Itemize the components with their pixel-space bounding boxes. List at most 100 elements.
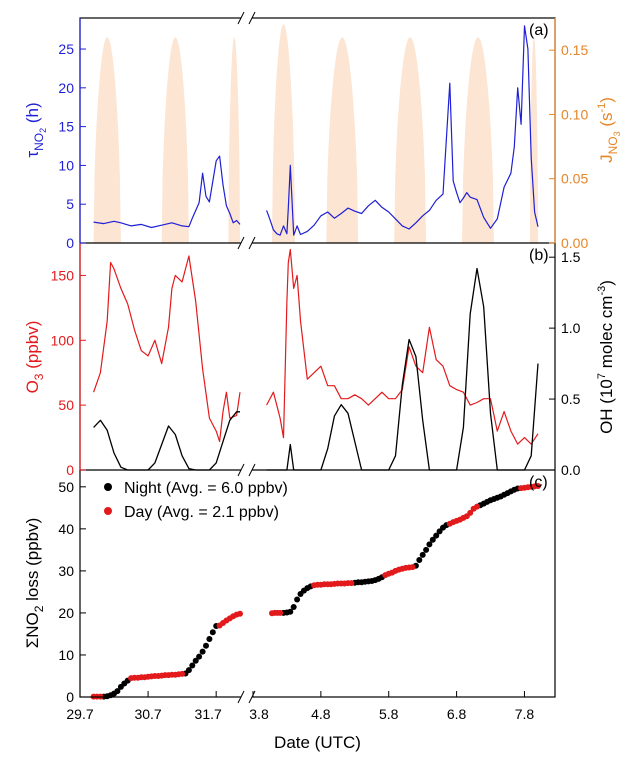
- scatter-point-layer: [90, 483, 541, 700]
- night-point-15: [206, 636, 213, 642]
- day-point-29: [277, 609, 284, 616]
- a-left-tick-label-4: 20: [58, 80, 74, 96]
- night-point-9: [185, 667, 192, 674]
- a-left-tick-label-0: 0: [66, 235, 74, 251]
- day-point-65: [535, 483, 541, 489]
- night-point-16: [209, 629, 216, 636]
- a-left-tick-label-2: 10: [58, 157, 74, 173]
- night-point-13: [199, 648, 206, 655]
- c-left-tick-label-2: 20: [58, 605, 74, 621]
- jno3-day-area-2: [228, 37, 240, 243]
- a-ylabel-right: JNO3 (s-1): [596, 97, 622, 163]
- axis-break-gap-0: [241, 15, 252, 21]
- tick-layer: [79, 48, 555, 698]
- c-ylabel: ΣNO2 loss (ppbv): [23, 518, 46, 649]
- night-point-11: [192, 657, 199, 664]
- day-point-25: [237, 610, 243, 617]
- panel-label-c: (c): [529, 474, 548, 491]
- day-point-57: [467, 509, 474, 516]
- night-point-38: [419, 551, 426, 558]
- o3-line-1: [266, 248, 539, 445]
- axis-break-slash-3a: [237, 690, 245, 704]
- axis-break-gap-1: [241, 240, 252, 246]
- c-left-tick-label-5: 50: [58, 479, 74, 495]
- x-tick-label-2: 31.7: [195, 706, 222, 722]
- jno3-day-area-7: [529, 37, 538, 243]
- night-point-21: [290, 604, 297, 610]
- axis-break-slash-0b: [248, 11, 256, 25]
- c-left-tick-label-4: 40: [58, 521, 74, 537]
- a-left-tick-label-5: 25: [58, 41, 74, 57]
- jno3-day-area-6: [462, 37, 494, 243]
- a-left-tick-label-1: 5: [66, 196, 74, 212]
- legend-marker-1: [104, 507, 112, 515]
- jno3-day-area-3: [272, 24, 296, 244]
- a-right-tick-label-2: 0.10: [561, 106, 588, 122]
- night-point-41: [429, 536, 436, 543]
- axis-break-slash-2b: [248, 463, 256, 477]
- x-tick-label-6: 6.8: [447, 706, 467, 722]
- jno3-fill-layer: [93, 24, 538, 244]
- legend-label-1: Day (Avg. = 2.1 ppbv): [124, 504, 279, 521]
- night-point-37: [416, 557, 423, 563]
- night-point-20: [287, 608, 294, 615]
- x-tick-label-1: 30.7: [134, 706, 161, 722]
- x-tick-label-0: 29.7: [66, 706, 93, 722]
- c-left-tick-label-0: 0: [66, 689, 74, 705]
- c-left-tick-label-3: 30: [58, 563, 74, 579]
- o3-line-0: [93, 255, 241, 443]
- a-right-tick-label-3: 0.15: [561, 42, 588, 58]
- day-point-41: [348, 580, 355, 587]
- a-left-tick-label-3: 15: [58, 119, 74, 135]
- x-tick-label-4: 4.8: [311, 706, 331, 722]
- jno3-day-area-4: [326, 37, 359, 243]
- x-axis-title: Date (UTC): [274, 733, 361, 752]
- night-point-14: [203, 642, 209, 649]
- axes-frame-layer: [79, 11, 556, 704]
- b-right-tick-label-3: 1.5: [561, 249, 581, 265]
- axis-break-slash-2a: [237, 463, 245, 477]
- b-right-tick-label-0: 0.0: [561, 462, 581, 478]
- c-left-tick-label-1: 10: [58, 647, 74, 663]
- jno3-day-area-0: [93, 37, 121, 243]
- b-left-tick-label-3: 150: [51, 267, 75, 283]
- axis-break-slash-3b: [248, 690, 256, 704]
- panel-label-a: (a): [529, 22, 549, 39]
- jno3-day-area-5: [394, 37, 427, 243]
- b-ylabel-right: OH (107 molec cm-3): [596, 280, 616, 434]
- legend-label-0: Night (Avg. = 6.0 ppbv): [124, 480, 288, 497]
- b-right-tick-label-1: 0.5: [561, 391, 581, 407]
- a-right-tick-label-0: 0.00: [561, 235, 588, 251]
- jno3-day-area-1: [161, 37, 189, 243]
- night-point-40: [426, 541, 433, 548]
- b-ylabel-left: O3 (ppbv): [23, 321, 46, 394]
- b-left-tick-label-0: 0: [66, 462, 74, 478]
- x-tick-label-5: 5.8: [379, 706, 399, 722]
- a-ylabel-left: τNO2 (h): [23, 102, 48, 157]
- oh-line-3: [266, 267, 539, 471]
- night-point-4: [114, 688, 121, 695]
- day-point-50: [409, 564, 416, 571]
- tau-no2-line-0: [93, 155, 241, 229]
- x-tick-label-3: 3.8: [249, 706, 269, 722]
- b-left-tick-label-2: 100: [51, 332, 75, 348]
- b-right-tick-label-2: 1.0: [561, 320, 581, 336]
- x-tick-label-7: 7.8: [515, 706, 535, 722]
- night-point-39: [423, 546, 430, 553]
- day-point-59: [474, 503, 480, 510]
- day-point-18: [179, 670, 186, 677]
- night-point-10: [189, 662, 196, 669]
- axis-break-slash-1a: [237, 236, 245, 250]
- axis-break-gap-3: [241, 694, 252, 700]
- night-point-42: [433, 532, 440, 539]
- axis-break-gap-2: [241, 467, 252, 473]
- tau-no2-line-1: [266, 25, 539, 236]
- panel-label-b: (b): [529, 247, 549, 264]
- label-layer: 05101520250.000.050.100.150501001500.00.…: [23, 22, 622, 752]
- oh-line-2: [93, 411, 240, 471]
- axis-break-slash-0a: [237, 11, 245, 25]
- axis-break-slash-1b: [248, 236, 256, 250]
- a-right-tick-label-1: 0.05: [561, 171, 588, 187]
- night-point-12: [196, 653, 203, 660]
